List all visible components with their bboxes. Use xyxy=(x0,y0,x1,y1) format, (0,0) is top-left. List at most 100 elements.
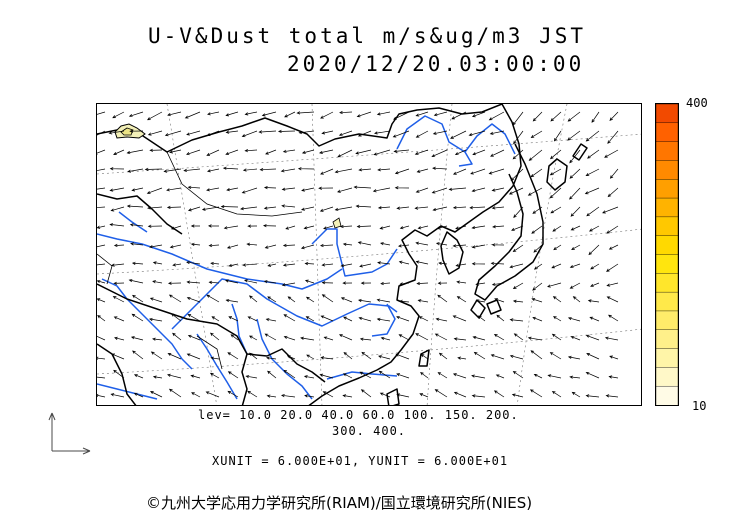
wind-arrow xyxy=(149,148,163,152)
wind-arrow xyxy=(511,225,524,231)
map-title: U-V&Dust total m/s&ug/m3 JST xyxy=(148,24,587,48)
wind-arrow xyxy=(376,317,391,322)
wind-arrow xyxy=(277,129,296,134)
wind-arrow xyxy=(571,244,581,250)
wind-arrow xyxy=(113,281,125,285)
wind-arrow xyxy=(604,149,619,158)
wind-arrow xyxy=(190,224,200,228)
wind-arrow xyxy=(206,187,220,192)
wind-arrow xyxy=(131,313,144,322)
wind-arrow xyxy=(356,224,372,229)
wind-arrow xyxy=(186,149,201,156)
colorbar-max-label: 400 xyxy=(686,96,708,110)
wind-arrow xyxy=(395,353,410,360)
wind-arrow xyxy=(552,296,562,303)
wind-arrow xyxy=(187,185,201,190)
wind-arrow xyxy=(475,299,486,303)
wind-arrow xyxy=(187,206,201,212)
wind-arrow xyxy=(97,263,106,266)
wind-arrow xyxy=(435,317,448,322)
wind-arrow xyxy=(282,149,296,153)
wind-arrow xyxy=(416,281,429,286)
wind-arrow xyxy=(532,206,543,214)
wind-arrow xyxy=(342,281,353,285)
wind-arrow xyxy=(97,315,106,322)
wind-arrow xyxy=(356,111,372,118)
borders xyxy=(97,151,303,370)
wind-arrow xyxy=(552,225,562,232)
wind-arrow xyxy=(201,206,220,211)
wind-arrow xyxy=(417,299,429,303)
wind-arrow xyxy=(453,337,467,341)
wind-arrow xyxy=(496,314,505,322)
copyright-notice: ©九州大学応用力学研究所(RIAM)/国立環境研究所(NIES) xyxy=(146,494,533,512)
wind-arrow xyxy=(323,336,334,341)
wind-arrow xyxy=(241,187,258,194)
wind-arrow xyxy=(97,334,106,341)
wind-arrow xyxy=(226,187,239,192)
wind-arrow xyxy=(321,281,334,285)
wind-arrow xyxy=(533,373,543,379)
wind-arrow xyxy=(377,206,391,210)
wind-arrow xyxy=(298,130,315,135)
wind-arrow xyxy=(358,168,372,172)
wind-arrow xyxy=(396,373,410,379)
wind-arrow xyxy=(567,130,581,141)
wind-arrow xyxy=(267,370,277,379)
wind-arrow xyxy=(261,111,277,117)
wind-arrow xyxy=(303,375,315,379)
wind-arrow xyxy=(131,261,144,265)
wind-arrow xyxy=(436,225,448,230)
wind-arrow xyxy=(437,294,448,303)
wind-arrow xyxy=(228,263,239,268)
wind-arrow xyxy=(418,316,429,322)
wind-arrow xyxy=(131,187,144,192)
wind-arrow xyxy=(472,149,486,156)
wind-arrow xyxy=(512,282,524,289)
wind-arrow xyxy=(166,187,182,192)
wind-arrow xyxy=(456,280,467,284)
wind-arrow xyxy=(569,149,581,164)
wind-arrow xyxy=(187,334,201,341)
wind-arrow xyxy=(164,130,182,137)
wind-arrow xyxy=(512,149,524,160)
wind-vectors xyxy=(97,110,619,398)
wind-arrow xyxy=(187,314,201,322)
wind-arrow xyxy=(126,204,144,208)
wind-arrow xyxy=(393,111,410,120)
wind-arrow xyxy=(343,351,353,360)
wind-arrow xyxy=(529,389,543,398)
wind-arrow xyxy=(396,393,410,398)
wind-arrow xyxy=(551,263,562,269)
wind-arrow xyxy=(584,187,600,195)
wind-arrow xyxy=(471,394,486,398)
wind-arrow xyxy=(438,261,448,265)
wind-arrow xyxy=(97,279,106,284)
wind-arrow xyxy=(415,241,429,246)
wind-arrow xyxy=(319,206,334,212)
wind-arrow xyxy=(490,261,505,266)
wind-arrow xyxy=(168,294,182,303)
wind-arrow xyxy=(267,296,277,303)
wind-arrow xyxy=(434,389,448,398)
wind-arrow xyxy=(190,374,201,379)
wind-arrow xyxy=(227,352,239,360)
wind-arrow xyxy=(488,111,505,121)
wind-arrow xyxy=(489,130,505,135)
wind-arrow xyxy=(605,394,619,398)
colorbar-scale xyxy=(655,103,679,406)
wind-arrow xyxy=(591,111,600,123)
wind-arrow xyxy=(472,336,486,341)
wind-arrow xyxy=(97,111,106,115)
wind-arrow xyxy=(513,130,524,145)
wind-arrow xyxy=(226,244,239,249)
wind-arrow xyxy=(431,149,448,158)
wind-arrow xyxy=(585,130,600,142)
wind-arrow xyxy=(147,206,163,210)
colorbar-band xyxy=(655,310,679,331)
wind-arrow xyxy=(319,243,334,248)
wind-arrow xyxy=(530,350,543,360)
wind-arrow xyxy=(320,168,334,175)
wind-arrow xyxy=(358,298,372,303)
wind-arrow xyxy=(353,185,372,189)
